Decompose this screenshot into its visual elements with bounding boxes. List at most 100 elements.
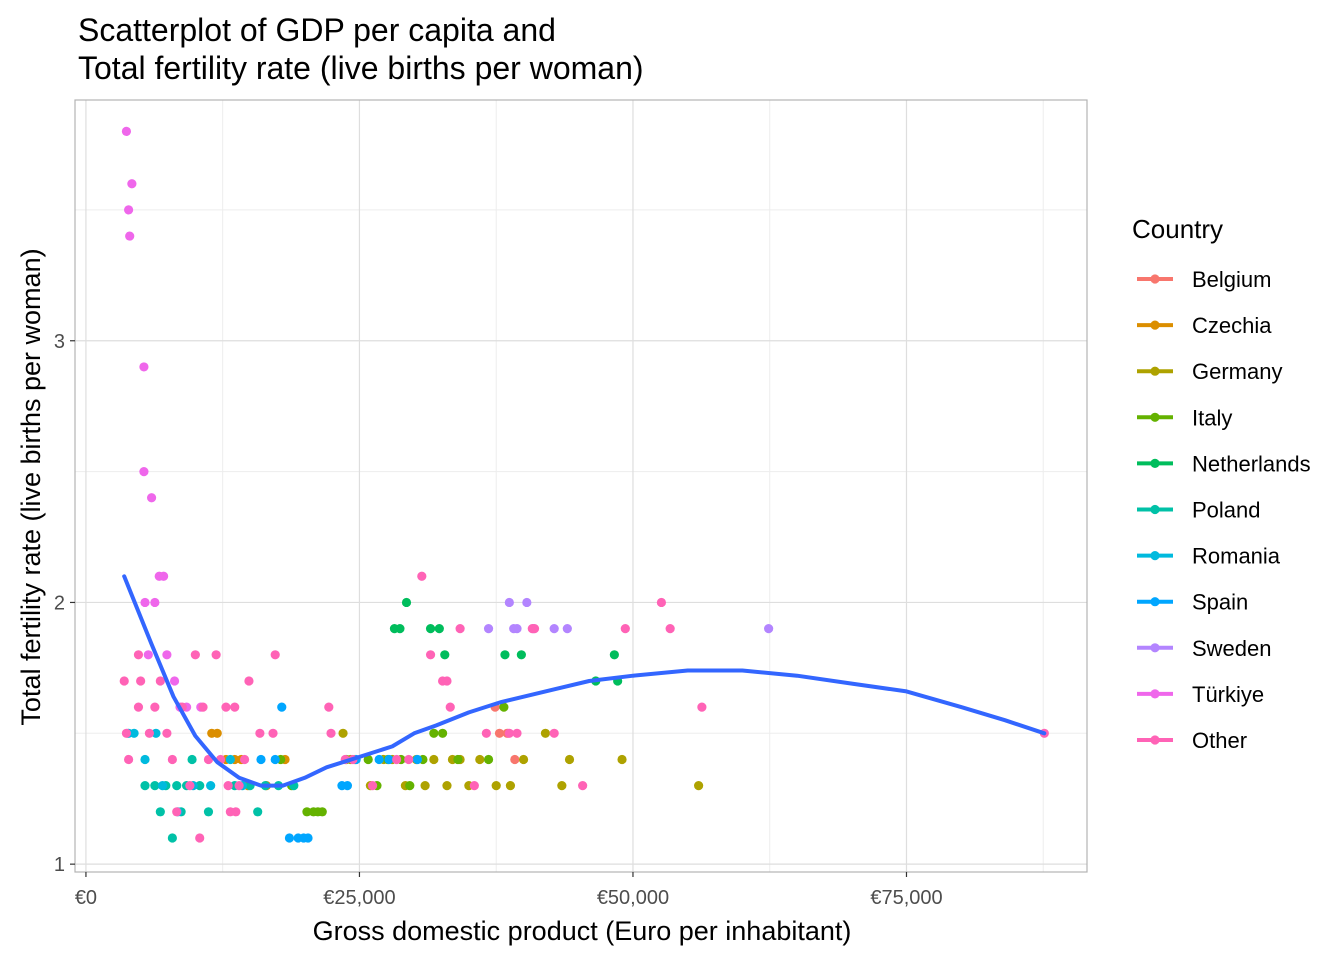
data-point-germany bbox=[442, 781, 452, 791]
data-point-other bbox=[167, 754, 177, 765]
data-point-belgium bbox=[510, 754, 520, 765]
data-point-other bbox=[656, 597, 667, 608]
data-point-other bbox=[481, 728, 491, 738]
data-point-sweden bbox=[522, 597, 532, 608]
data-point-italy bbox=[453, 754, 463, 765]
data-point-other bbox=[155, 676, 165, 686]
legend-key-point bbox=[1150, 320, 1160, 330]
data-point-italy bbox=[405, 781, 415, 791]
data-point-türkiye bbox=[146, 493, 157, 503]
chart-title-line-1: Scatterplot of GDP per capita and bbox=[78, 12, 556, 48]
legend-label: Sweden bbox=[1192, 636, 1272, 661]
data-point-other bbox=[620, 624, 630, 634]
data-point-germany bbox=[694, 781, 704, 791]
data-point-italy bbox=[302, 807, 312, 817]
data-point-poland bbox=[253, 807, 263, 817]
y-tick-label: 3 bbox=[54, 331, 65, 353]
data-point-netherlands bbox=[434, 624, 444, 634]
legend-label: Romania bbox=[1192, 544, 1281, 569]
data-point-other bbox=[230, 702, 240, 712]
data-point-other bbox=[504, 728, 514, 738]
data-point-italy bbox=[499, 702, 509, 712]
legend-label: Poland bbox=[1192, 498, 1261, 523]
data-point-spain bbox=[374, 754, 384, 765]
data-point-türkiye bbox=[139, 467, 149, 477]
data-point-other bbox=[665, 624, 675, 634]
legend-label: Belgium bbox=[1192, 267, 1271, 292]
legend-label: Spain bbox=[1192, 590, 1248, 615]
data-point-türkiye bbox=[127, 179, 137, 189]
data-point-netherlands bbox=[500, 650, 510, 660]
data-point-germany bbox=[518, 754, 529, 765]
axis-ticks: €0 €25,000 €50,000 €75,000 1 2 3 bbox=[54, 331, 943, 909]
data-point-other bbox=[324, 702, 334, 712]
legend-key-point bbox=[1150, 366, 1160, 376]
data-point-other bbox=[445, 702, 455, 712]
data-point-germany bbox=[505, 781, 516, 791]
data-point-other bbox=[150, 702, 160, 712]
data-point-other bbox=[469, 781, 479, 791]
data-point-poland bbox=[150, 781, 160, 791]
data-point-other bbox=[119, 676, 129, 686]
data-point-italy bbox=[438, 728, 448, 738]
y-tick-label: 2 bbox=[54, 592, 65, 614]
legend-key-point bbox=[1150, 458, 1160, 468]
data-point-spain bbox=[412, 754, 423, 765]
data-point-other bbox=[144, 728, 154, 738]
legend-label: Germany bbox=[1192, 359, 1282, 384]
legend-title: Country bbox=[1132, 214, 1223, 244]
data-point-türkiye bbox=[159, 571, 169, 581]
data-point-sweden bbox=[562, 624, 572, 634]
data-point-türkiye bbox=[140, 597, 150, 608]
y-tick-label: 1 bbox=[54, 854, 65, 876]
data-point-germany bbox=[617, 754, 627, 765]
legend-key-point bbox=[1150, 735, 1160, 745]
data-point-türkiye bbox=[169, 676, 180, 686]
data-point-romania bbox=[206, 781, 216, 791]
legend: Country Belgium Czechia Germany Italy Nether… bbox=[1132, 214, 1311, 753]
data-point-spain bbox=[342, 781, 353, 791]
data-point-other bbox=[211, 650, 221, 660]
data-point-italy bbox=[363, 754, 373, 765]
data-point-czechia bbox=[212, 728, 222, 738]
data-point-other bbox=[442, 676, 452, 686]
x-tick-label: €50,000 bbox=[597, 887, 669, 909]
data-point-netherlands bbox=[425, 624, 436, 634]
data-point-türkiye bbox=[150, 597, 160, 608]
data-point-other bbox=[162, 728, 172, 738]
data-point-germany bbox=[338, 728, 348, 738]
data-point-germany bbox=[429, 754, 439, 765]
data-point-other bbox=[195, 833, 205, 843]
data-point-sweden bbox=[764, 624, 774, 634]
data-point-italy bbox=[429, 728, 439, 738]
data-point-other bbox=[417, 571, 427, 581]
legend-label: Other bbox=[1192, 728, 1247, 753]
data-points bbox=[119, 126, 1049, 843]
data-point-türkiye bbox=[143, 650, 153, 660]
legend-label: Netherlands bbox=[1192, 451, 1311, 476]
data-point-spain bbox=[284, 833, 295, 843]
data-point-spain bbox=[270, 754, 280, 765]
gridlines bbox=[75, 100, 1087, 872]
data-point-netherlands bbox=[516, 650, 526, 660]
data-point-germany bbox=[475, 754, 485, 765]
data-point-romania bbox=[129, 728, 139, 738]
legend-key-point bbox=[1150, 274, 1160, 284]
data-point-other bbox=[172, 807, 182, 817]
data-point-spain bbox=[256, 754, 266, 765]
legend-label: Czechia bbox=[1192, 313, 1272, 338]
data-point-germany bbox=[564, 754, 575, 765]
data-point-türkiye bbox=[121, 126, 132, 137]
data-point-poland bbox=[155, 807, 165, 817]
x-tick-label: €0 bbox=[75, 887, 97, 909]
data-point-romania bbox=[157, 781, 168, 791]
data-point-germany bbox=[491, 781, 501, 791]
data-point-other bbox=[404, 754, 414, 765]
legend-key-point bbox=[1150, 412, 1160, 422]
data-point-poland bbox=[172, 781, 182, 791]
legend-key-point bbox=[1150, 597, 1160, 607]
data-point-other bbox=[455, 624, 465, 634]
data-point-netherlands bbox=[395, 624, 405, 634]
data-point-romania bbox=[225, 754, 235, 765]
